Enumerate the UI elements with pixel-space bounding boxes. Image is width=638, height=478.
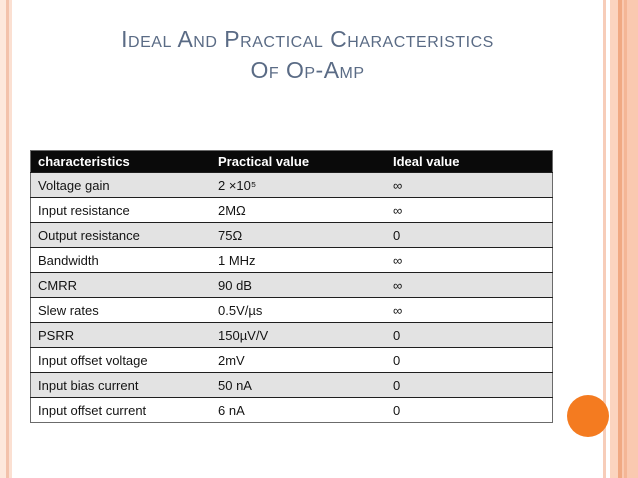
- cell-practical-value: 90 dB: [211, 272, 386, 298]
- cell-practical-value: 1 MHz: [211, 247, 386, 273]
- table-row: Input offset current 6 nA 0: [30, 397, 553, 423]
- slide-title: Ideal And Practical Characteristics Of O…: [12, 24, 603, 86]
- cell-characteristic: Input bias current: [30, 372, 211, 398]
- cell-practical-value: 50 nA: [211, 372, 386, 398]
- col-header-practical-value: Practical value: [211, 150, 386, 173]
- slide-title-line-1: Ideal And Practical Characteristics: [121, 26, 494, 52]
- table-body: Voltage gain 2 ×10⁵ ∞ Input resistance 2…: [30, 172, 553, 423]
- cell-ideal-value: ∞: [386, 197, 553, 223]
- cell-practical-value: 6 nA: [211, 397, 386, 423]
- table-row: Input resistance 2MΩ ∞: [30, 197, 553, 223]
- table-row: Output resistance 75Ω 0: [30, 222, 553, 248]
- cell-ideal-value: 0: [386, 372, 553, 398]
- right-edge-stripe: [603, 0, 606, 478]
- table-row: Slew rates 0.5V/µs ∞: [30, 297, 553, 323]
- cell-practical-value: 2mV: [211, 347, 386, 373]
- cell-ideal-value: ∞: [386, 272, 553, 298]
- cell-characteristic: Voltage gain: [30, 172, 211, 198]
- slide-title-line-2: Of Op-Amp: [250, 57, 365, 83]
- col-header-ideal-value: Ideal value: [386, 150, 553, 173]
- table-row: Voltage gain 2 ×10⁵ ∞: [30, 172, 553, 198]
- cell-characteristic: Slew rates: [30, 297, 211, 323]
- cell-characteristic: Input offset current: [30, 397, 211, 423]
- cell-practical-value: 75Ω: [211, 222, 386, 248]
- col-header-characteristics: characteristics: [30, 150, 211, 173]
- cell-characteristic: CMRR: [30, 272, 211, 298]
- table-row: Input offset voltage 2mV 0: [30, 347, 553, 373]
- left-edge-stripe: [9, 0, 12, 478]
- table-header-row: characteristics Practical value Ideal va…: [30, 150, 553, 173]
- cell-characteristic: Output resistance: [30, 222, 211, 248]
- right-edge-stripe: [610, 0, 618, 478]
- cell-ideal-value: 0: [386, 322, 553, 348]
- left-edge-stripe: [6, 0, 9, 478]
- cell-ideal-value: 0: [386, 222, 553, 248]
- cell-characteristic: Input resistance: [30, 197, 211, 223]
- cell-characteristic: Input offset voltage: [30, 347, 211, 373]
- cell-ideal-value: 0: [386, 397, 553, 423]
- cell-ideal-value: 0: [386, 347, 553, 373]
- table-row: PSRR 150µV/V 0: [30, 322, 553, 348]
- table-header: characteristics Practical value Ideal va…: [30, 150, 553, 173]
- right-edge-stripe: [618, 0, 622, 478]
- cell-practical-value: 150µV/V: [211, 322, 386, 348]
- right-edge-stripe: [624, 0, 627, 478]
- cell-ideal-value: ∞: [386, 247, 553, 273]
- cell-characteristic: Bandwidth: [30, 247, 211, 273]
- table-row: Bandwidth 1 MHz ∞: [30, 247, 553, 273]
- cell-practical-value: 0.5V/µs: [211, 297, 386, 323]
- characteristics-table: characteristics Practical value Ideal va…: [30, 150, 553, 423]
- table-row: CMRR 90 dB ∞: [30, 272, 553, 298]
- cell-practical-value: 2MΩ: [211, 197, 386, 223]
- cell-characteristic: PSRR: [30, 322, 211, 348]
- cell-practical-value: 2 ×10⁵: [211, 172, 386, 198]
- cell-ideal-value: ∞: [386, 172, 553, 198]
- left-edge-stripe: [0, 0, 6, 478]
- cell-ideal-value: ∞: [386, 297, 553, 323]
- table-row: Input bias current 50 nA 0: [30, 372, 553, 398]
- orange-circle-decoration: [567, 395, 609, 437]
